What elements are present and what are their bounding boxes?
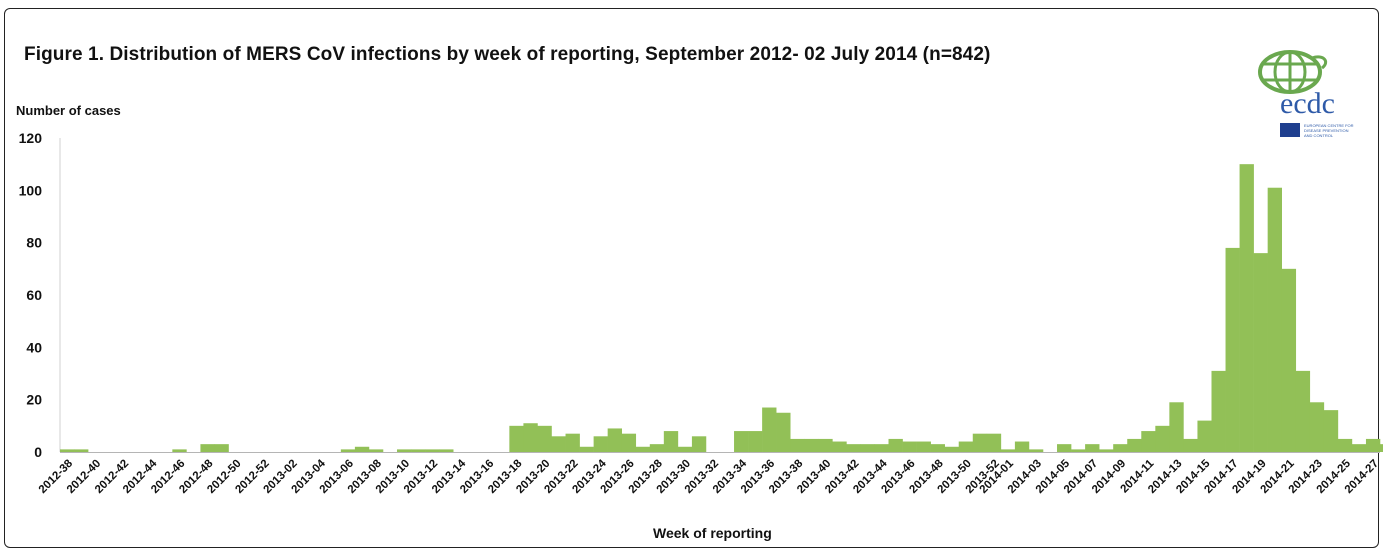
bar-2014-20 (1267, 187, 1282, 452)
bar-2013-44 (874, 444, 889, 452)
bar-2012-39 (74, 449, 89, 452)
bar-2013-12 (425, 449, 440, 452)
bar-2013-34 (734, 431, 749, 452)
bar-2014-12 (1155, 425, 1170, 452)
bar-2012-38 (60, 449, 75, 452)
bar-2013-47 (916, 441, 931, 452)
bar-2012-46 (172, 449, 187, 452)
logo-subtitle-1: EUROPEAN CENTRE FOR (1304, 123, 1354, 128)
bar-2013-26 (621, 433, 637, 452)
bar-2013-35 (748, 431, 763, 452)
y-tick-label: 60 (26, 287, 42, 303)
bar-2013-24 (593, 436, 608, 452)
bar-2013-29 (663, 431, 679, 452)
bar-2013-36 (762, 407, 777, 452)
bar-2013-50 (958, 441, 974, 452)
bar-2014-17 (1225, 247, 1240, 452)
y-tick-label: 20 (26, 392, 42, 408)
bar-2013-06 (340, 449, 356, 452)
bar-2013-41 (832, 441, 847, 452)
globe-icon (1258, 50, 1328, 94)
bar-2014-07 (1085, 444, 1100, 452)
bar-2013-49 (944, 446, 960, 452)
bar-2014-22 (1295, 370, 1311, 452)
bar-2014-03 (1028, 449, 1044, 452)
bar-2014-24 (1323, 410, 1339, 452)
bar-2014-09 (1113, 444, 1128, 452)
x-axis-label: Week of reporting (653, 525, 772, 541)
y-axis-label: Number of cases (16, 103, 121, 118)
logo-subtitle-2: DISEASE PREVENTION (1304, 128, 1349, 133)
bar-2014-26 (1351, 444, 1367, 452)
bar-2013-28 (649, 444, 665, 452)
bar-2012-49 (214, 444, 229, 452)
y-tick-label: 100 (19, 182, 43, 198)
bar-2013-11 (411, 449, 426, 452)
bar-2014-18 (1239, 164, 1254, 453)
logo-text: ecdc (1280, 87, 1335, 120)
bar-2013-37 (776, 412, 791, 452)
y-tick-label: 40 (26, 339, 42, 355)
bar-2013-22 (565, 433, 580, 452)
ecdc-logo: ecdc EUROPEAN CENTRE FOR DISEASE PREVENT… (1258, 50, 1354, 138)
bar-2014-08 (1099, 449, 1114, 452)
eu-flag-icon (1280, 123, 1300, 137)
bar-2013-30 (677, 446, 693, 452)
bar-2014-15 (1197, 420, 1212, 452)
bar-2014-06 (1071, 449, 1086, 452)
bar-2014-23 (1309, 402, 1325, 452)
bar-2013-46 (902, 441, 917, 452)
bar-2013-45 (888, 438, 903, 452)
bar-2013-08 (368, 449, 384, 452)
bar-2013-18 (509, 425, 524, 452)
bar-2014-02 (1014, 441, 1030, 452)
bar-2013-51 (972, 433, 988, 452)
bar-2014-21 (1281, 268, 1297, 452)
bar-2014-05 (1057, 444, 1072, 452)
bar-2013-39 (804, 438, 819, 452)
bar-2013-42 (846, 444, 861, 452)
bar-2014-10 (1127, 438, 1142, 452)
figure-frame (4, 8, 1379, 548)
bar-2014-11 (1141, 431, 1156, 452)
bar-2013-48 (930, 444, 945, 452)
bar-2013-31 (691, 436, 707, 452)
bar-2014-13 (1169, 402, 1184, 452)
bar-2013-38 (790, 438, 805, 452)
bar-2013-10 (397, 449, 412, 452)
bar-2014-16 (1211, 370, 1226, 452)
bar-2013-25 (607, 428, 622, 452)
bar-2013-52 (986, 433, 1002, 452)
bar-2013-23 (579, 446, 594, 452)
bar-2013-21 (551, 436, 566, 452)
bar-2013-43 (860, 444, 875, 452)
bar-2014-27 (1365, 438, 1381, 452)
bar-2013-13 (439, 449, 454, 452)
bar-2013-20 (537, 425, 552, 452)
bar-2014-25 (1337, 438, 1353, 452)
chart-title: Figure 1. Distribution of MERS CoV infec… (24, 44, 991, 65)
bar-2013-19 (523, 423, 538, 452)
logo-subtitle-3: AND CONTROL (1304, 133, 1334, 138)
bar-2013-40 (818, 438, 833, 452)
y-tick-label: 120 (19, 130, 43, 146)
y-tick-label: 0 (34, 444, 42, 460)
bar-2013-07 (354, 446, 370, 452)
bar-2014-19 (1253, 253, 1268, 452)
bar-undefined (1380, 444, 1383, 452)
bar-2013-27 (635, 446, 651, 452)
bar-2014-14 (1183, 438, 1198, 452)
bar-2012-48 (200, 444, 215, 452)
y-tick-label: 80 (26, 235, 42, 251)
bar-2014-01 (1000, 449, 1016, 452)
